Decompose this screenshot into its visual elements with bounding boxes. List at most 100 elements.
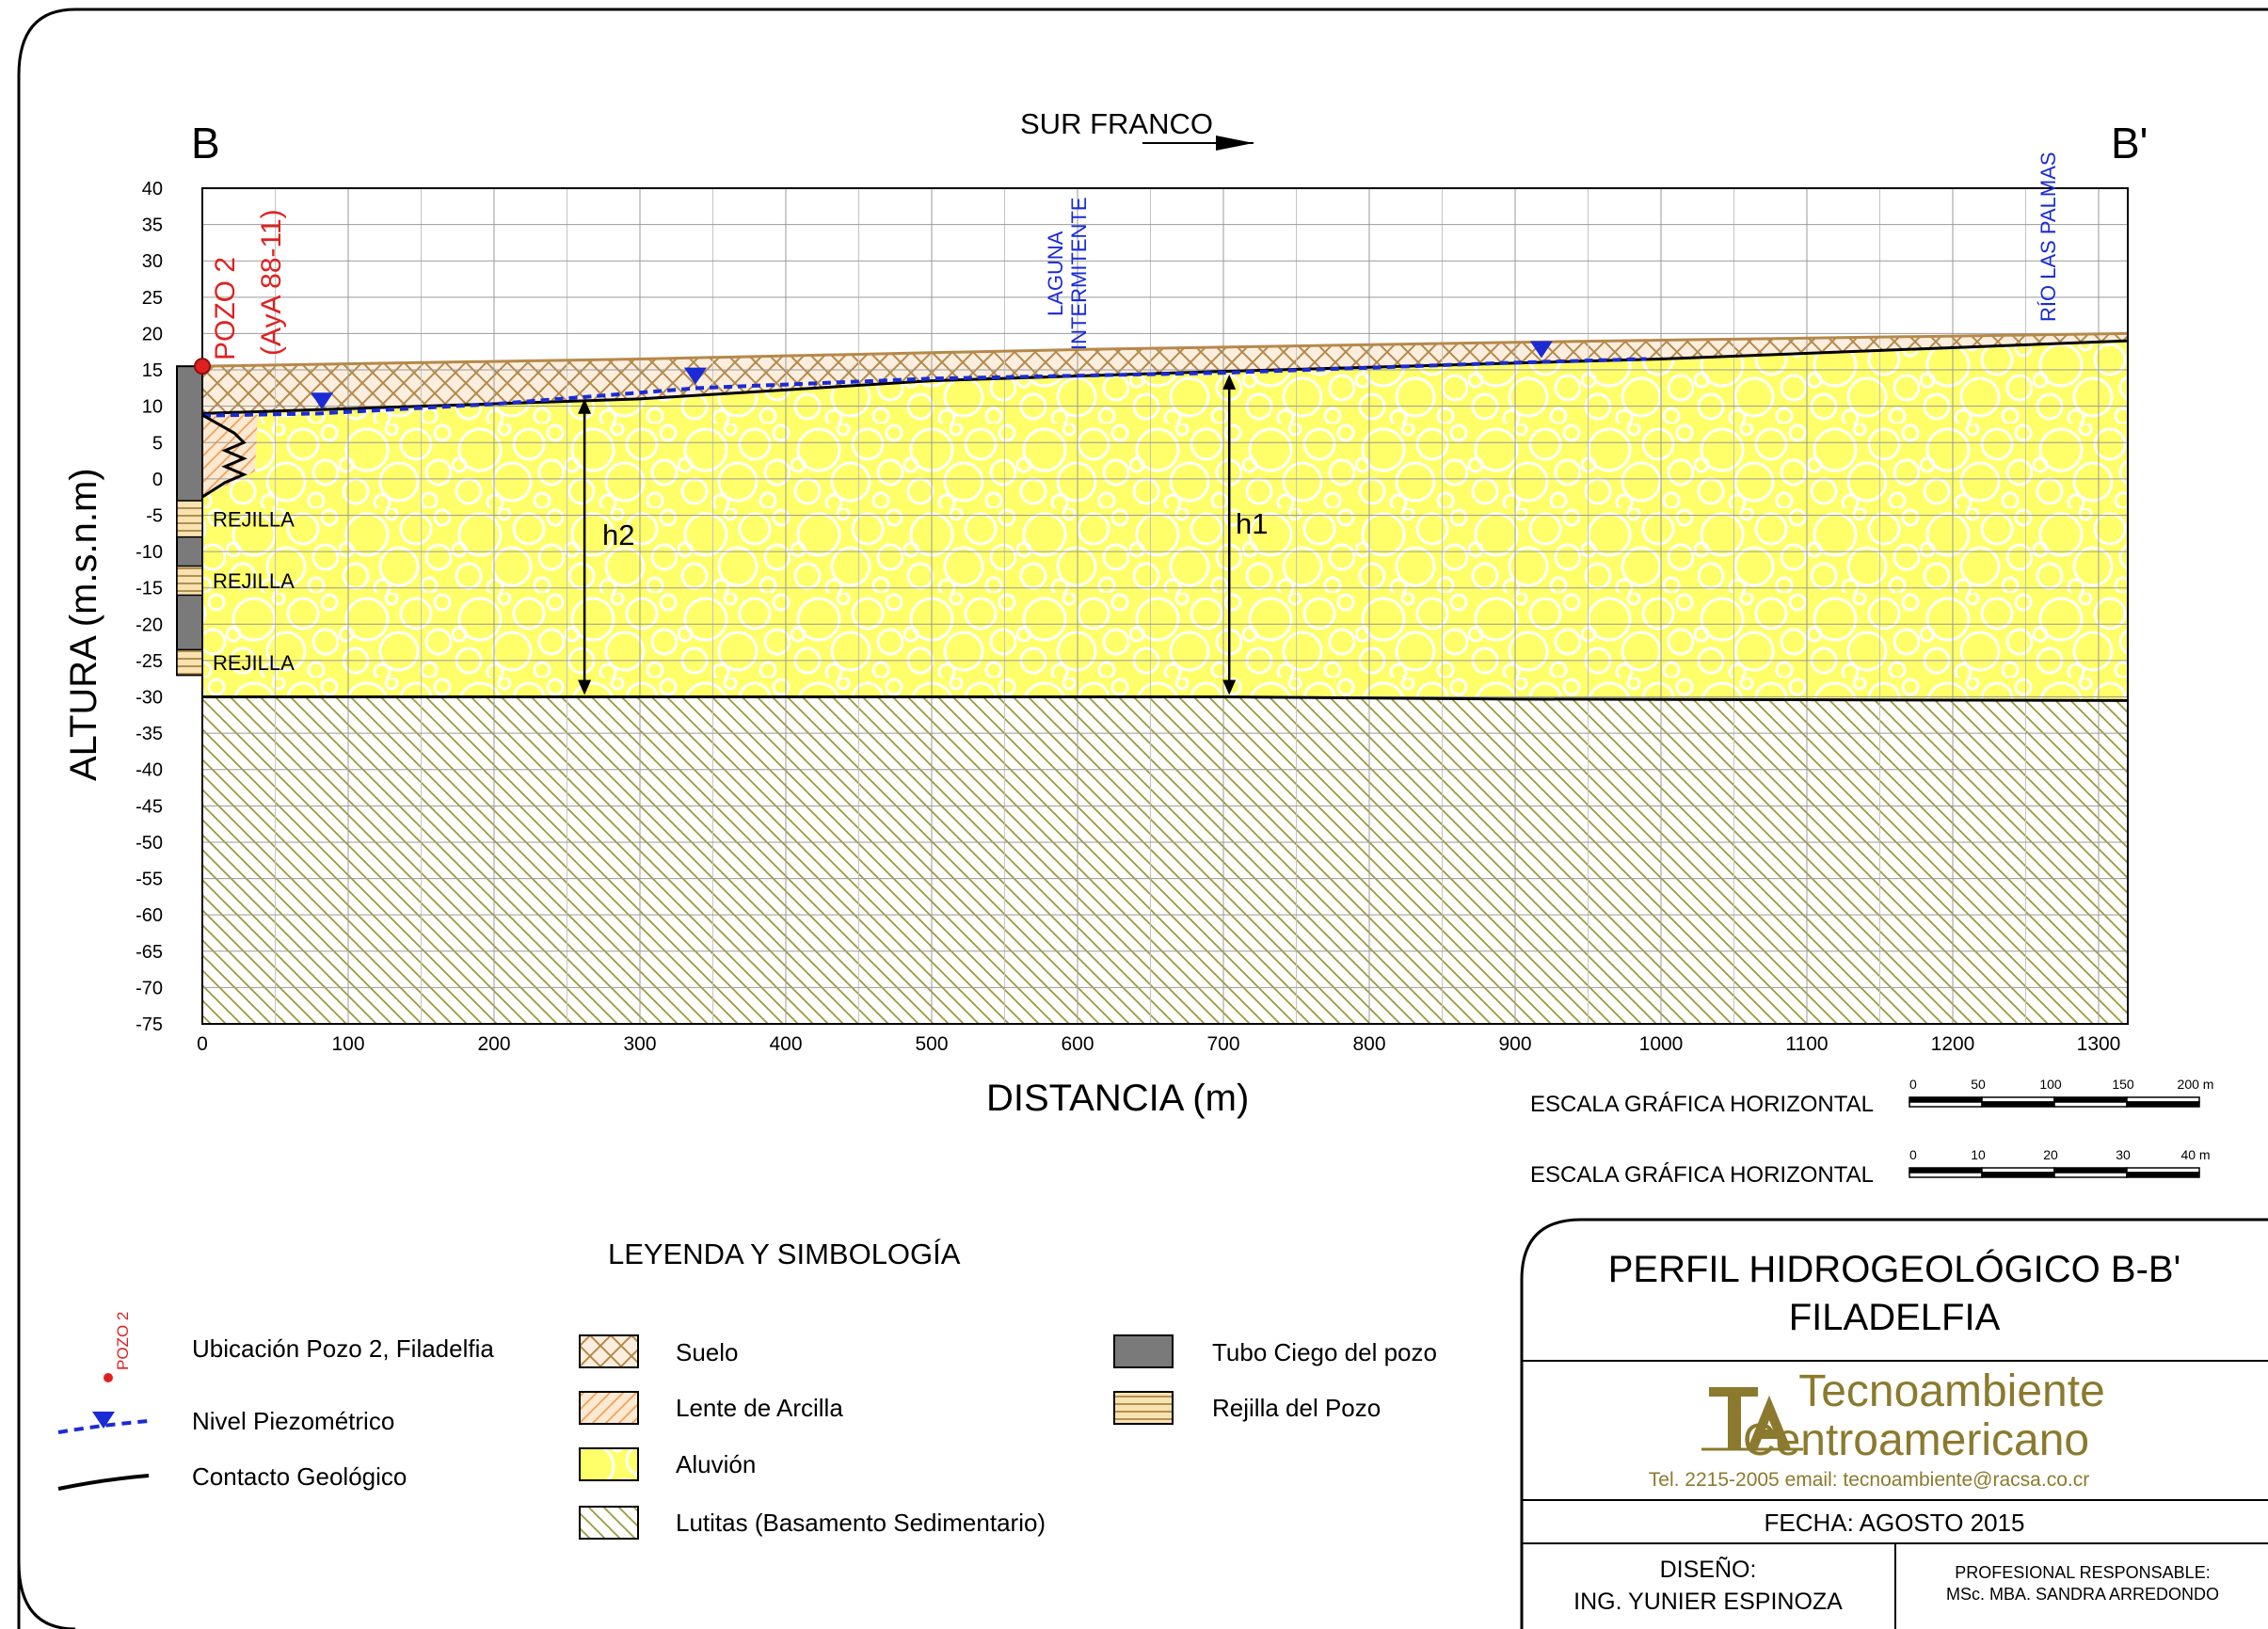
water-level-marker-icon — [683, 367, 707, 385]
y-tick-label: 5 — [152, 433, 163, 454]
water-level-marker-icon — [311, 392, 334, 410]
date-label: FECHA: AGOSTO 2015 — [1765, 1509, 2025, 1537]
scale-tick-label: 50 — [1971, 1077, 1986, 1092]
shale-basement-layer — [202, 696, 2128, 1024]
legend-well-location: Ubicación Pozo 2, Filadelfia — [192, 1334, 494, 1363]
x-tick-label: 1000 — [1639, 1033, 1684, 1055]
alluvium-layer — [202, 341, 2128, 701]
axis-ticks: 40 35 30 25 20 15 10 5 0 -5 -10 -15 -20 -25 -30 -35 -40 -… — [136, 179, 2120, 1055]
y-tick-label: 0 — [152, 470, 163, 490]
scale-bar-segment — [2126, 1101, 2200, 1108]
y-tick-label: -30 — [136, 688, 163, 709]
y-tick-label: 30 — [142, 251, 163, 272]
well-screen-section — [176, 648, 203, 677]
x-axis-label: DISTANCIA (m) — [986, 1078, 1249, 1119]
x-tick-label: 1300 — [2077, 1033, 2121, 1055]
h1-arrow-tail-icon — [1222, 679, 1237, 695]
y-tick-label: -70 — [136, 978, 163, 998]
well-seal-icon — [201, 413, 248, 499]
y-tick-label: 15 — [142, 360, 163, 381]
sheet-title: PERFIL HIDROGEOLÓGICO B-B' — [1608, 1248, 2180, 1290]
scale-tick-label: 40 m — [2180, 1147, 2210, 1162]
sheet-border-corner-bottom — [17, 1561, 76, 1629]
y-tick-label: -55 — [136, 870, 163, 890]
scale-tick-label: 200 m — [2178, 1077, 2214, 1092]
company-name-line1: Tecnoambiente — [1798, 1366, 2105, 1416]
y-tick-label: 40 — [142, 179, 163, 200]
scale-label: ESCALA GRÁFICA HORIZONTAL — [1530, 1092, 1874, 1117]
scale-tick-label: 20 — [2043, 1147, 2058, 1162]
legend-shale: Lutitas (Basamento Sedimentario) — [676, 1509, 1046, 1537]
x-tick-label: 700 — [1206, 1033, 1239, 1055]
laguna-label-line1: LAGUNA — [1044, 231, 1067, 316]
sheet-subtitle: FILADELFIA — [1789, 1297, 2001, 1338]
x-tick-label: 100 — [331, 1033, 364, 1055]
legend-title: LEYENDA Y SIMBOLOGÍA — [608, 1238, 961, 1270]
soil-swatch-icon — [579, 1334, 639, 1368]
y-tick-label: -75 — [136, 1014, 163, 1035]
legend-blind-casing: Tubo Ciego del pozo — [1212, 1338, 1437, 1366]
scale-bar-segment — [2053, 1172, 2128, 1178]
clay-lens-layer — [202, 413, 258, 498]
well-name-label: POZO 2 — [210, 257, 241, 360]
soil-layer — [202, 333, 2128, 414]
legend-well-screen: Rejilla del Pozo — [1212, 1394, 1381, 1422]
geologic-contact-icon — [57, 1474, 150, 1491]
section-end-label: B' — [2111, 119, 2148, 168]
x-tick-label: 0 — [197, 1033, 208, 1055]
well-screen-label: REJILLA — [213, 651, 295, 675]
basement-contact-line — [202, 695, 2128, 702]
responsible-name: MSc. MBA. SANDRA ARREDONDO — [1946, 1585, 2219, 1604]
y-tick-label: 35 — [142, 216, 163, 236]
well-screen-section — [176, 565, 203, 597]
y-tick-label: 25 — [142, 288, 163, 309]
sheet-border — [17, 8, 2268, 1629]
water-table-line — [202, 357, 1647, 418]
y-tick-label: 20 — [142, 324, 163, 344]
y-tick-label: -20 — [136, 615, 163, 635]
blind-casing-swatch-icon — [1113, 1334, 1174, 1368]
x-tick-label: 200 — [477, 1033, 510, 1055]
h2-arrow-tail-icon — [578, 679, 592, 695]
well-location-icon — [104, 1373, 113, 1382]
x-tick-label: 300 — [623, 1033, 656, 1055]
profile-lines — [202, 331, 2128, 702]
y-tick-label: 10 — [142, 397, 163, 418]
well-screen-label: REJILLA — [213, 507, 295, 531]
y-tick-label: -5 — [146, 505, 163, 526]
y-tick-label: -65 — [136, 942, 163, 963]
well-location-marker-icon — [194, 358, 211, 375]
responsible-label: PROFESIONAL RESPONSABLE: — [1955, 1563, 2210, 1582]
well-screen-label: REJILLA — [213, 569, 295, 593]
legend-clay-lens: Lente de Arcilla — [676, 1394, 843, 1422]
scale-tick-label: 150 — [2112, 1077, 2134, 1092]
scale-bar-segment — [1981, 1101, 2055, 1108]
h1-label: h1 — [1236, 507, 1268, 540]
x-tick-label: 1100 — [1785, 1033, 1828, 1055]
company-contact: Tel. 2215-2005 email: tecnoambiente@racs… — [1649, 1469, 2089, 1491]
plot-grid — [202, 188, 2128, 1024]
y-axis-label: ALTURA (m.s.n.m) — [63, 468, 104, 781]
ground-surface-line — [202, 331, 2128, 368]
well-screen-section — [176, 500, 203, 538]
x-tick-label: 1200 — [1931, 1033, 1975, 1055]
y-tick-label: -35 — [136, 724, 163, 744]
x-tick-label: 500 — [915, 1033, 948, 1055]
x-tick-label: 900 — [1498, 1033, 1531, 1055]
scale-bar-segment — [1909, 1101, 1983, 1108]
designer-name: ING. YUNIER ESPINOZA — [1573, 1589, 1843, 1615]
section-start-label: B — [191, 119, 220, 168]
geologic-layers — [202, 333, 2128, 1024]
y-tick-label: -45 — [136, 796, 163, 817]
y-tick-label: -25 — [136, 651, 163, 672]
y-tick-label: -10 — [136, 542, 163, 563]
orientation-label: SUR FRANCO — [1020, 107, 1213, 140]
company-logo-icon — [1701, 1387, 1803, 1451]
legend-well-symbol-label: POZO 2 — [114, 1312, 132, 1370]
well-screen-swatch-icon — [1113, 1391, 1174, 1425]
legend-alluvium: Aluvión — [676, 1450, 756, 1478]
scale-bar-segment — [2126, 1172, 2200, 1178]
alluvium-swatch-icon — [579, 1447, 639, 1481]
